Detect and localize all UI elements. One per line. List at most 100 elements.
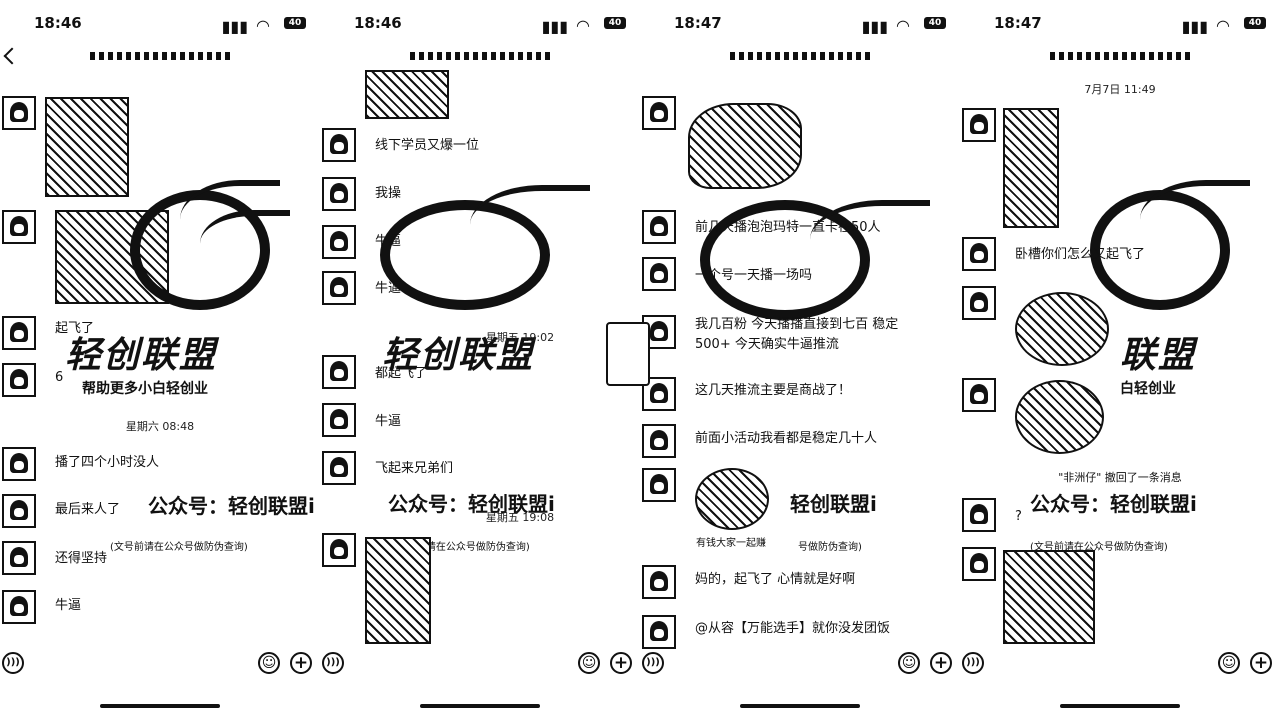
clock: 18:47 [674, 14, 722, 32]
voice-icon[interactable]: ))) [962, 652, 984, 674]
chat-panel-4: 18:47 ▮▮▮ ◠ 40 7月7日 11:49 卧槽你们怎么又起飞了 联盟 … [960, 0, 1280, 713]
watermark-note: 号做防伪查询) [798, 542, 862, 553]
battery-icon: 40 [284, 17, 306, 29]
avatar[interactable] [642, 96, 676, 130]
avatar[interactable] [2, 590, 36, 624]
avatar[interactable] [322, 128, 356, 162]
image-message[interactable] [365, 537, 431, 644]
avatar[interactable] [642, 468, 676, 502]
watermark-slogan: 白轻创业 [1120, 381, 1176, 397]
plus-icon[interactable]: + [930, 652, 952, 674]
watermark-public: 公众号：轻创联盟i [1030, 492, 1197, 516]
avatar[interactable] [962, 237, 996, 271]
watermark-note: (文号前请在公众号做防伪查询) [392, 542, 530, 553]
avatar[interactable] [962, 547, 996, 581]
emoji-icon[interactable]: ☺ [898, 652, 920, 674]
image-message[interactable] [55, 210, 169, 304]
avatar[interactable] [2, 316, 36, 350]
chat-title [1050, 52, 1190, 60]
image-message[interactable] [688, 103, 802, 189]
avatar[interactable] [322, 355, 356, 389]
avatar[interactable] [642, 424, 676, 458]
message-text: 牛逼 [375, 281, 402, 296]
message-text: 前面小活动我看都是稳定几十人 [695, 431, 878, 446]
watermark-public: 轻创联盟i [790, 492, 877, 516]
wifi-icon: ◠ [896, 16, 910, 35]
image-message[interactable] [45, 97, 129, 197]
avatar[interactable] [2, 541, 36, 575]
plus-icon[interactable]: + [1250, 652, 1272, 674]
image-message[interactable] [1003, 550, 1095, 644]
avatar[interactable] [2, 363, 36, 397]
avatar[interactable] [642, 210, 676, 244]
avatar[interactable] [322, 403, 356, 437]
input-bar: ))) ☺ + [960, 650, 1280, 682]
timestamp: 星期六 08:48 [125, 420, 195, 433]
image-message[interactable] [365, 70, 449, 119]
message-text: 都起飞了 [375, 366, 428, 381]
avatar[interactable] [2, 96, 36, 130]
watermark-slogan: 帮助更多小白轻创业 [82, 381, 208, 397]
image-message[interactable] [1015, 380, 1104, 454]
timestamp: 7月7日 11:49 [1084, 83, 1156, 96]
avatar[interactable] [962, 286, 996, 320]
voice-icon[interactable]: ))) [322, 652, 344, 674]
chat-title [90, 52, 230, 60]
message-text: @从容【万能选手】就你没发团饭 [695, 621, 891, 636]
emoji-icon[interactable]: ☺ [258, 652, 280, 674]
timestamp: 星期五 19:02 [485, 331, 555, 344]
avatar[interactable] [962, 498, 996, 532]
voice-icon[interactable]: ))) [642, 652, 664, 674]
clock: 18:46 [354, 14, 402, 32]
input-bar: ))) ☺ + [320, 650, 640, 682]
watermark-public: 公众号：轻创联盟i [388, 492, 555, 516]
plus-icon[interactable]: + [610, 652, 632, 674]
watermark-brand: 联盟 [1120, 335, 1197, 376]
back-icon[interactable] [3, 47, 21, 65]
image-message[interactable] [695, 468, 769, 530]
plus-icon[interactable]: + [290, 652, 312, 674]
avatar[interactable] [642, 565, 676, 599]
input-bar: ))) ☺ + [0, 650, 320, 682]
sticker-caption: 有钱大家一起赚 [696, 538, 766, 549]
avatar[interactable] [322, 451, 356, 485]
check-icon [606, 322, 650, 386]
home-indicator [1060, 704, 1180, 708]
voice-icon[interactable]: ))) [2, 652, 24, 674]
home-indicator [420, 704, 540, 708]
avatar[interactable] [322, 533, 356, 567]
emoji-icon[interactable]: ☺ [1218, 652, 1240, 674]
message-text: 还得坚持 [55, 551, 108, 566]
message-text: 起飞了 [55, 321, 95, 336]
avatar[interactable] [322, 271, 356, 305]
avatar[interactable] [322, 177, 356, 211]
message-text: 我几百粉 今天播播直接到七百 稳定500+ 今天确实牛逼推流 [695, 317, 899, 352]
watermark-brand: 轻创联盟 [65, 335, 218, 376]
image-message[interactable] [1003, 108, 1059, 228]
avatar[interactable] [2, 447, 36, 481]
status-bar: 18:46 ▮▮▮ ◠ 40 [320, 10, 640, 36]
avatar[interactable] [962, 378, 996, 412]
chat-title [730, 52, 870, 60]
status-bar: 18:46 ▮▮▮ ◠ 40 [0, 10, 320, 36]
home-indicator [740, 704, 860, 708]
wifi-icon: ◠ [1216, 16, 1230, 35]
avatar[interactable] [2, 210, 36, 244]
avatar[interactable] [642, 257, 676, 291]
emoji-icon[interactable]: ☺ [578, 652, 600, 674]
message-text: 一个号一天播一场吗 [695, 268, 813, 283]
battery-icon: 40 [1244, 17, 1266, 29]
avatar[interactable] [962, 108, 996, 142]
avatar[interactable] [2, 494, 36, 528]
image-message[interactable] [1015, 292, 1109, 366]
avatar[interactable] [322, 225, 356, 259]
status-bar: 18:47 ▮▮▮ ◠ 40 [640, 10, 960, 36]
wifi-icon: ◠ [576, 16, 590, 35]
avatar[interactable] [642, 615, 676, 649]
wifi-icon: ◠ [256, 16, 270, 35]
message-text: 牛逼 [375, 414, 402, 429]
input-bar: ))) ☺ + [640, 650, 960, 682]
status-bar: 18:47 ▮▮▮ ◠ 40 [960, 10, 1280, 36]
chat-title [410, 52, 550, 60]
chat-panel-1: 18:46 ▮▮▮ ◠ 40 轻创联盟 帮助更多小白轻创业 起飞了 6 星期六 … [0, 0, 320, 713]
